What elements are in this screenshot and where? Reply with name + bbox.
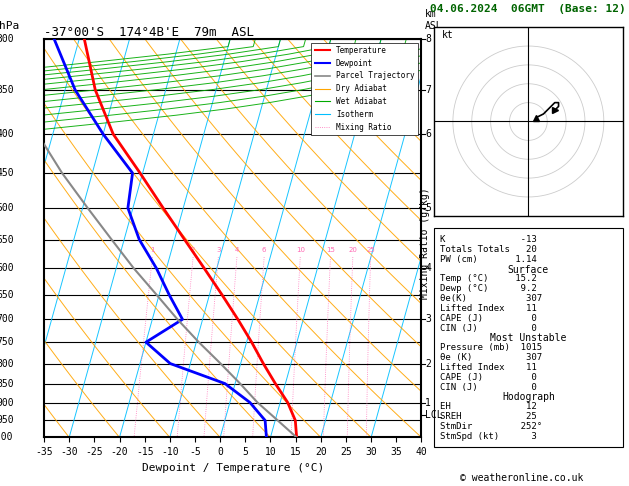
Text: kt: kt bbox=[442, 31, 454, 40]
Text: 350: 350 bbox=[0, 85, 14, 95]
Text: 3: 3 bbox=[216, 247, 221, 253]
Text: CAPE (J)         0: CAPE (J) 0 bbox=[440, 314, 537, 323]
Text: 5: 5 bbox=[425, 203, 431, 213]
Text: 10: 10 bbox=[296, 247, 304, 253]
Text: 300: 300 bbox=[0, 34, 14, 44]
Text: θe (K)          307: θe (K) 307 bbox=[440, 353, 542, 362]
X-axis label: Dewpoint / Temperature (°C): Dewpoint / Temperature (°C) bbox=[142, 463, 324, 473]
Text: 900: 900 bbox=[0, 398, 14, 408]
Text: 950: 950 bbox=[0, 416, 14, 425]
Text: 850: 850 bbox=[0, 379, 14, 389]
Text: SREH            25: SREH 25 bbox=[440, 412, 537, 421]
Text: 04.06.2024  06GMT  (Base: 12): 04.06.2024 06GMT (Base: 12) bbox=[430, 4, 626, 14]
Text: K              -13: K -13 bbox=[440, 235, 537, 244]
Text: Lifted Index    11: Lifted Index 11 bbox=[440, 304, 537, 313]
Text: Temp (°C)     15.2: Temp (°C) 15.2 bbox=[440, 274, 537, 283]
Text: Dewp (°C)      9.2: Dewp (°C) 9.2 bbox=[440, 284, 537, 293]
Text: 800: 800 bbox=[0, 359, 14, 368]
Text: 20: 20 bbox=[348, 247, 357, 253]
Text: 2: 2 bbox=[191, 247, 195, 253]
Text: 550: 550 bbox=[0, 235, 14, 244]
Text: 2: 2 bbox=[425, 359, 431, 368]
Text: LCL: LCL bbox=[425, 410, 443, 420]
Text: Most Unstable: Most Unstable bbox=[490, 333, 567, 344]
Text: 15: 15 bbox=[326, 247, 335, 253]
Text: © weatheronline.co.uk: © weatheronline.co.uk bbox=[460, 473, 584, 483]
Text: 7: 7 bbox=[425, 85, 431, 95]
Text: Mixing Ratio (g/kg): Mixing Ratio (g/kg) bbox=[420, 187, 430, 299]
Text: 450: 450 bbox=[0, 168, 14, 178]
Text: Surface: Surface bbox=[508, 264, 549, 275]
Text: 650: 650 bbox=[0, 290, 14, 300]
Text: 1: 1 bbox=[150, 247, 155, 253]
Text: CAPE (J)         0: CAPE (J) 0 bbox=[440, 373, 537, 382]
Text: 6: 6 bbox=[262, 247, 267, 253]
Text: CIN (J)          0: CIN (J) 0 bbox=[440, 324, 537, 332]
Text: 400: 400 bbox=[0, 129, 14, 139]
Text: Hodograph: Hodograph bbox=[502, 393, 555, 402]
Text: EH              12: EH 12 bbox=[440, 402, 537, 411]
Text: θe(K)           307: θe(K) 307 bbox=[440, 294, 542, 303]
Text: StmSpd (kt)      3: StmSpd (kt) 3 bbox=[440, 432, 537, 441]
Text: 3: 3 bbox=[425, 314, 431, 324]
Text: -37°00'S  174°4B'E  79m  ASL: -37°00'S 174°4B'E 79m ASL bbox=[44, 26, 254, 39]
Text: 750: 750 bbox=[0, 337, 14, 347]
Text: Totals Totals   20: Totals Totals 20 bbox=[440, 245, 537, 254]
Text: StmDir         252°: StmDir 252° bbox=[440, 422, 542, 431]
Text: Pressure (mb)  1015: Pressure (mb) 1015 bbox=[440, 343, 542, 352]
Text: CIN (J)          0: CIN (J) 0 bbox=[440, 382, 537, 392]
Text: 1: 1 bbox=[425, 398, 431, 408]
Text: hPa: hPa bbox=[0, 21, 19, 31]
Text: 25: 25 bbox=[366, 247, 375, 253]
Text: 4: 4 bbox=[425, 263, 431, 273]
Text: 4: 4 bbox=[235, 247, 239, 253]
Text: 8: 8 bbox=[425, 34, 431, 44]
Text: 500: 500 bbox=[0, 203, 14, 213]
Text: 700: 700 bbox=[0, 314, 14, 324]
Text: PW (cm)       1.14: PW (cm) 1.14 bbox=[440, 255, 537, 264]
Text: 600: 600 bbox=[0, 263, 14, 273]
Text: 1000: 1000 bbox=[0, 433, 14, 442]
Legend: Temperature, Dewpoint, Parcel Trajectory, Dry Adiabat, Wet Adiabat, Isotherm, Mi: Temperature, Dewpoint, Parcel Trajectory… bbox=[311, 43, 418, 135]
Text: km
ASL: km ASL bbox=[425, 9, 443, 31]
Text: Lifted Index    11: Lifted Index 11 bbox=[440, 363, 537, 372]
Text: 6: 6 bbox=[425, 129, 431, 139]
